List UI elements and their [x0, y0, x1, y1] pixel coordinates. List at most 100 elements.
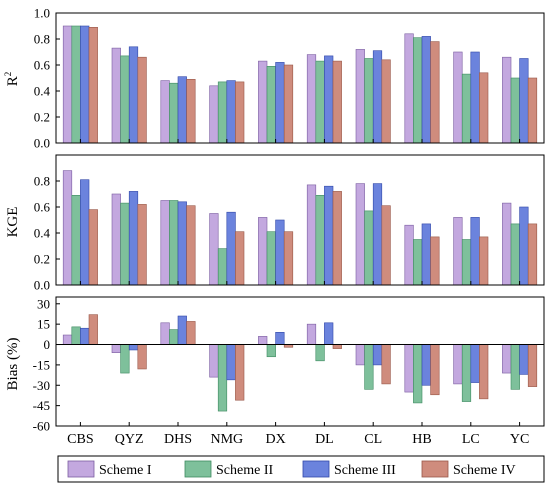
bar-kge-scheme-3-qyz	[128, 191, 139, 286]
bar-r2-scheme-4-dx	[283, 64, 294, 144]
ytick-label-bias-4: -30	[33, 378, 50, 393]
ytick-label-bias-0: 30	[37, 296, 50, 311]
bar-kge-scheme-1-cbs	[62, 170, 73, 286]
legend-entry-scheme-2[interactable]: Scheme II	[184, 460, 273, 478]
bar-bias-scheme-2-lc	[461, 344, 472, 402]
bar-r2-scheme-1-dl	[306, 54, 317, 144]
ytick-label-bias-5: -45	[33, 398, 50, 413]
bar-r2-scheme-3-cbs	[80, 25, 90, 144]
xtick-label-dhs: DHS	[164, 432, 192, 447]
bar-r2-scheme-4-yc	[527, 77, 538, 144]
bar-bias-scheme-3-yc	[519, 344, 529, 375]
bar-bias-scheme-3-cl	[372, 344, 383, 366]
xtick-label-cl: CL	[364, 432, 382, 447]
bar-kge-scheme-1-qyz	[111, 193, 121, 286]
bar-r2-scheme-1-dhs	[160, 80, 170, 144]
ytick-label-r2-3: 0.6	[34, 58, 51, 73]
legend-entry-scheme-4[interactable]: Scheme IV	[421, 460, 516, 478]
bar-r2-scheme-1-cl	[355, 49, 365, 144]
ytick-label-bias-6: -60	[33, 419, 50, 434]
xtick-label-lc: LC	[462, 432, 480, 447]
panel-r2: R2 0.0 0.2 0.4 0.6 0.8 1.0	[3, 6, 545, 151]
ytick-label-kge-3: 0.6	[34, 200, 51, 215]
bar-bias-scheme-3-lc	[470, 344, 480, 383]
legend-entry-scheme-1[interactable]: Scheme I	[67, 460, 152, 478]
bar-bias-scheme-3-dx	[275, 332, 285, 345]
xtick-label-dx: DX	[265, 432, 285, 447]
ytick-label-kge-2: 0.4	[34, 226, 51, 241]
bar-bias-scheme-1-yc	[502, 344, 512, 374]
bar-r2-scheme-3-lc	[470, 51, 480, 144]
bar-r2-scheme-1-hb	[404, 33, 414, 144]
bar-kge-scheme-1-dhs	[160, 200, 170, 286]
legend-label-scheme-1: Scheme I	[99, 463, 152, 478]
bar-r2-scheme-2-cbs	[71, 25, 81, 144]
bar-kge-scheme-1-nmg	[209, 213, 219, 286]
bar-bias-scheme-2-nmg	[217, 344, 228, 412]
bar-r2-scheme-4-lc	[479, 72, 489, 144]
bar-r2-scheme-1-nmg	[209, 85, 219, 144]
bar-r2-scheme-4-qyz	[137, 56, 147, 144]
bar-kge-scheme-2-cbs	[71, 195, 81, 286]
bar-bias-scheme-2-cl	[364, 344, 374, 390]
bar-bias-scheme-4-cl	[381, 344, 391, 385]
bar-kge-scheme-3-nmg	[226, 211, 236, 286]
legend: Scheme I Scheme II Scheme III Scheme IV	[57, 455, 545, 483]
legend-frame	[57, 455, 545, 483]
bar-r2-scheme-3-dl	[324, 55, 334, 144]
panel-kge: KGE 0.0 0.2 0.4 0.6 0.8	[5, 154, 545, 293]
bar-bias-scheme-2-dx	[266, 344, 276, 358]
bar-bias-scheme-4-hb	[430, 344, 440, 396]
bar-bias-scheme-4-lc	[479, 344, 489, 400]
bar-kge-scheme-1-yc	[502, 202, 512, 286]
bar-bias-scheme-1-dx	[258, 336, 268, 345]
ytick-label-r2-5: 1.0	[34, 6, 50, 21]
bar-kge-scheme-4-dl	[332, 191, 342, 286]
ylabel-r2: R2	[3, 72, 21, 87]
bar-kge-scheme-2-qyz	[120, 202, 130, 286]
bar-bias-scheme-3-qyz	[128, 344, 139, 351]
bar-r2-scheme-3-dx	[275, 62, 285, 144]
bar-bias-scheme-1-dl	[306, 323, 317, 345]
bar-bias-scheme-1-nmg	[209, 344, 219, 378]
xtick-label-yc: YC	[510, 432, 529, 447]
bar-kge-scheme-4-dhs	[186, 205, 196, 286]
bar-kge-scheme-2-cl	[364, 210, 374, 286]
bar-kge-scheme-3-dx	[275, 219, 285, 286]
bar-kge-scheme-4-nmg	[235, 231, 245, 286]
ylabel-r2-base: R	[5, 76, 21, 86]
ytick-label-r2-4: 0.8	[34, 32, 50, 47]
bar-r2-scheme-3-hb	[421, 36, 431, 144]
bar-r2-scheme-4-cl	[381, 59, 391, 144]
bar-bias-scheme-1-qyz	[111, 344, 121, 353]
xtick-label-dl: DL	[315, 432, 334, 447]
bar-kge-scheme-1-dl	[306, 184, 317, 286]
bar-kge-scheme-3-dl	[324, 185, 334, 286]
legend-swatch-scheme-1	[67, 460, 95, 478]
bar-kge-scheme-1-hb	[404, 224, 414, 286]
bar-r2-scheme-2-yc	[510, 77, 520, 144]
ylabel-kge: KGE	[5, 207, 21, 238]
bar-bias-scheme-4-dl	[332, 344, 342, 349]
bar-bias-scheme-4-yc	[527, 344, 538, 387]
bar-bias-scheme-3-hb	[421, 344, 431, 386]
legend-label-scheme-4: Scheme IV	[453, 463, 516, 478]
bar-kge-scheme-3-cl	[372, 183, 383, 286]
ytick-label-r2-0: 0.0	[34, 136, 50, 151]
bar-r2-scheme-2-dx	[266, 66, 276, 144]
bar-kge-scheme-2-dl	[315, 195, 325, 286]
legend-swatch-scheme-3	[302, 460, 330, 478]
bar-bias-scheme-2-yc	[510, 344, 520, 390]
bar-bias-scheme-2-cbs	[71, 326, 81, 345]
xtick-label-hb: HB	[412, 432, 431, 447]
bar-bias-scheme-1-lc	[453, 344, 463, 385]
bar-kge-scheme-2-hb	[413, 239, 423, 286]
legend-entry-scheme-3[interactable]: Scheme III	[302, 460, 396, 478]
panel-bias: Bias (%) 30 15 0 -15 -30 -45 -60	[5, 296, 545, 434]
ytick-label-bias-2: 0	[44, 337, 51, 352]
bar-bias-scheme-2-dhs	[169, 329, 179, 345]
legend-label-scheme-3: Scheme III	[334, 463, 396, 478]
bar-bias-scheme-3-cbs	[80, 327, 90, 345]
bar-kge-scheme-4-cbs	[88, 209, 98, 286]
bar-kge-scheme-1-lc	[453, 217, 463, 286]
